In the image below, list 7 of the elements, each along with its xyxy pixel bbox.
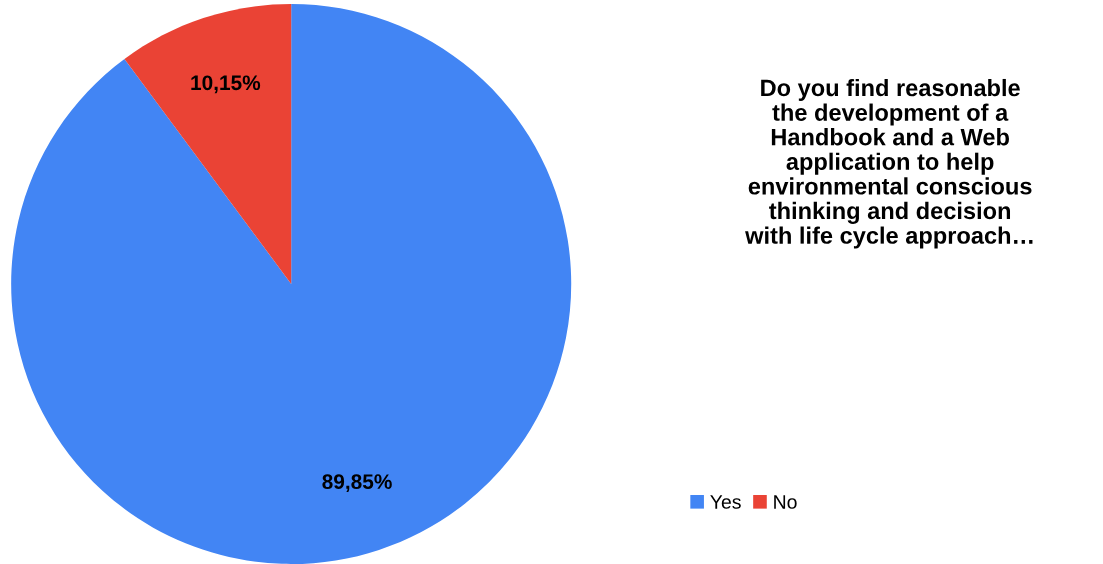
data-label: 10,15% — [191, 75, 261, 94]
legend-label: No — [774, 495, 797, 509]
legend-label: Yes — [710, 495, 741, 509]
text: Do you find reasonable the development of a Handbook and a Web application to help environmental conscious thinking and decision with life cycle approach… — [745, 78, 1033, 249]
pie-slice — [124, 3, 292, 284]
pie-slice — [11, 3, 572, 564]
data-label: 89,85% — [322, 474, 392, 493]
